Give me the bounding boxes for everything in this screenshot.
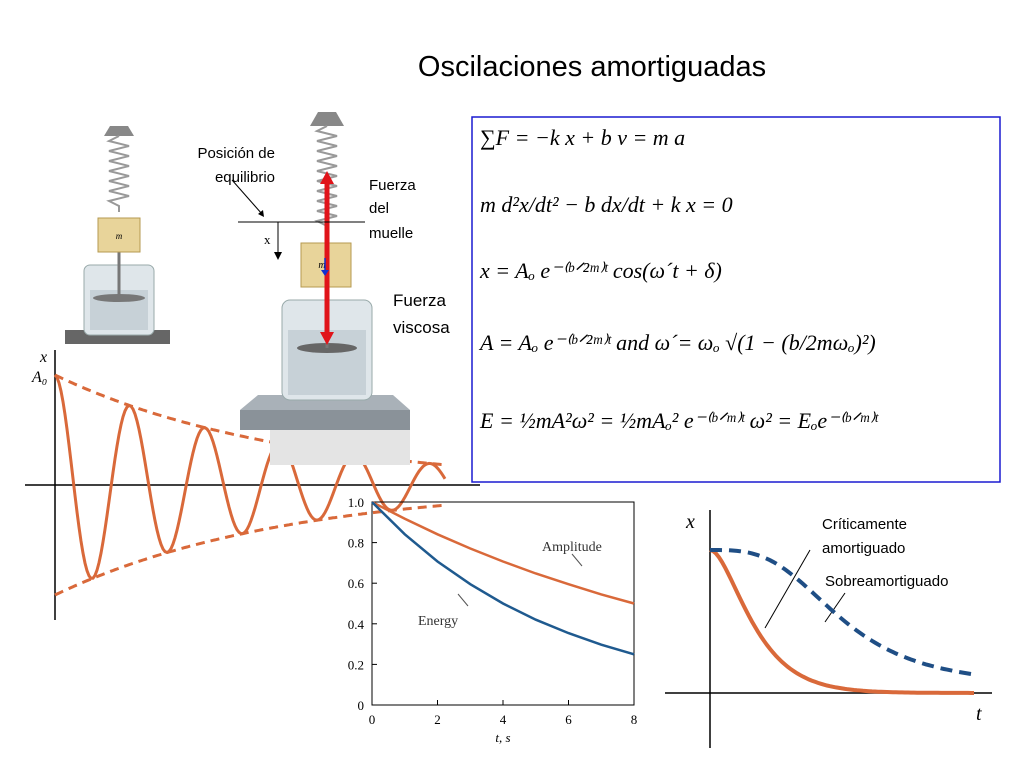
axis-label: x (685, 511, 695, 533)
x-tick-label: 8 (631, 712, 638, 727)
x-tick-label: 4 (500, 712, 507, 727)
spring-force-label: muelle (369, 225, 413, 242)
critical-curve (709, 548, 974, 695)
overdamped-curve (710, 548, 975, 677)
damping-plot (665, 510, 992, 748)
y-tick-label: 0.6 (348, 576, 365, 591)
envelope (54, 503, 446, 597)
spring-force-label: del (369, 200, 389, 217)
x-tick-label: 6 (565, 712, 572, 727)
axis-label: x (39, 349, 47, 366)
series-line (371, 501, 635, 656)
decay-chart: 0 0.2 0.4 0.6 0.8 1.0 0 2 4 6 8 t, s Amplitude Energy (348, 495, 638, 745)
label-leader (571, 553, 583, 567)
y-tick-label: 0 (358, 698, 365, 713)
amplitude-label: A₀ (31, 369, 47, 386)
equilibrium-label: equilibrio (215, 169, 275, 186)
equation-box (471, 116, 1001, 483)
y-tick-label: 0.8 (348, 536, 364, 551)
critical-label: Críticamente (822, 516, 907, 533)
equation: E = ½mA²ω² = ½mAₒ² e⁻⁽ᵇᐟᵐ⁾ᵗ ω² = Eₒe⁻⁽ᵇᐟ… (479, 408, 879, 433)
y-tick-label: 1.0 (348, 495, 364, 510)
viscous-force-label: viscosa (393, 318, 450, 337)
equation: A = Aₒ e⁻⁽ᵇᐟ²ᵐ⁾ᵗ and ω´= ωₒ √(1 − (b/2mω… (478, 330, 876, 355)
x-axis-label: t, s (495, 730, 510, 745)
apparatus-right: m (231, 112, 410, 465)
viscous-force-label: Fuerza (393, 291, 446, 310)
equilibrium-label: Posición de (197, 145, 275, 162)
mass-label: m (116, 231, 123, 241)
series-label: Amplitude (542, 540, 602, 555)
series-line (371, 500, 635, 605)
oscillation (53, 374, 447, 580)
equation: m d²x/dt² − b dx/dt + k x = 0 (480, 192, 733, 217)
axis-label: t (976, 703, 982, 725)
spring-force-label: Fuerza (369, 177, 416, 194)
apparatus-left: m (65, 126, 170, 344)
x-tick-label: 2 (434, 712, 441, 727)
mass-label: m (318, 260, 325, 271)
title: Oscilaciones amortiguadas (418, 51, 766, 83)
equation: ∑F = −k x + b v = m a (480, 125, 685, 150)
series-label: Energy (418, 614, 458, 629)
y-tick-label: 0.4 (348, 617, 365, 632)
over-label: Sobreamortiguado (825, 573, 948, 590)
y-tick-label: 0.2 (348, 657, 364, 672)
equation: x = Aₒ e⁻⁽ᵇᐟ²ᵐ⁾ᵗ cos(ω´t + δ) (479, 258, 722, 283)
critical-label: amortiguado (822, 540, 905, 557)
label-leader (457, 593, 469, 607)
oscillation-plot (25, 350, 480, 620)
x-label: x (264, 232, 271, 247)
x-tick-label: 0 (369, 712, 376, 727)
